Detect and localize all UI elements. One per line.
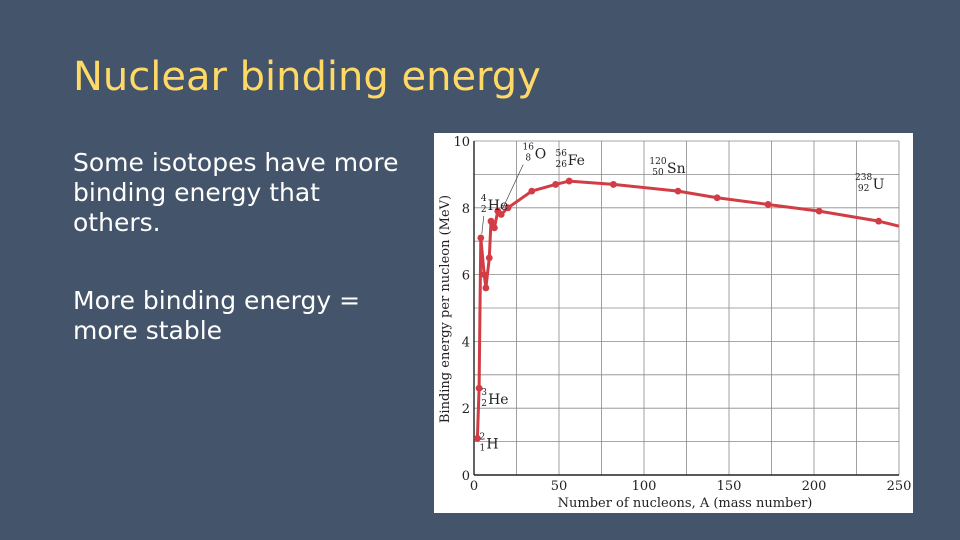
y-tick-label: 10: [453, 135, 470, 150]
isotope-label-he-4: 42 He: [481, 194, 508, 215]
isotope-label-he-3: 32 He: [481, 388, 508, 409]
element-symbol: He: [488, 198, 509, 214]
atomic-number: 2: [481, 399, 487, 409]
x-tick-label: 100: [632, 479, 657, 494]
mass-number: 16: [522, 142, 534, 152]
data-point: [480, 271, 488, 278]
isotope-label-h-2: 21 H: [480, 432, 499, 453]
data-point: [497, 211, 505, 218]
data-point: [875, 217, 882, 225]
data-point: [474, 434, 481, 442]
data-point: [528, 187, 536, 195]
data-point: [610, 181, 617, 188]
data-point: [713, 194, 721, 202]
data-point: [475, 384, 483, 392]
element-symbol: U: [873, 177, 885, 193]
y-tick-label: 6: [462, 269, 470, 284]
x-tick-label: 250: [887, 479, 912, 494]
data-point: [815, 207, 823, 215]
element-symbol: H: [486, 436, 498, 452]
atomic-number: 92: [858, 184, 869, 194]
y-axis-label: Binding energy per nucleon (MeV): [438, 195, 453, 423]
slide-title: Nuclear binding energy: [73, 54, 541, 100]
data-point: [552, 181, 559, 188]
data-point: [482, 284, 490, 292]
mass-number: 56: [555, 149, 567, 159]
x-tick-label: 0: [470, 479, 478, 494]
y-tick-label: 0: [462, 469, 470, 484]
mass-number: 2: [480, 432, 486, 442]
data-point: [477, 234, 485, 242]
x-tick-label: 50: [551, 479, 568, 494]
data-point: [485, 254, 493, 262]
y-tick-label: 2: [462, 402, 470, 417]
y-tick-label: 8: [462, 202, 470, 217]
chart-panel: 0 50 100 150 200 250 0 2 4 6 8 10 2 1 H 3 2 He 4 2 He 16 8 O 56…: [434, 133, 913, 513]
atomic-number: 1: [480, 443, 486, 453]
bullet-stability: More binding energy = more stable: [73, 286, 361, 345]
mass-number: 120: [649, 157, 666, 167]
bullet-list: Some isotopes have more binding energy t…: [73, 148, 403, 394]
data-point: [565, 177, 573, 185]
chart-axes: [473, 141, 899, 476]
atomic-number: 2: [481, 205, 487, 215]
mass-number: 3: [481, 388, 487, 398]
leader-line: [481, 215, 485, 234]
x-tick-label: 200: [802, 479, 827, 494]
chart-series: [474, 177, 900, 442]
atomic-number: 50: [652, 168, 664, 178]
mass-number: 238: [855, 173, 872, 183]
leader-line: [501, 164, 524, 210]
element-symbol: He: [488, 392, 509, 408]
element-symbol: Sn: [667, 161, 686, 177]
data-point: [491, 224, 498, 232]
data-point: [487, 217, 495, 225]
data-point: [764, 201, 772, 208]
data-point: [504, 204, 512, 212]
element-symbol: Fe: [568, 153, 585, 169]
mass-number: 4: [481, 194, 487, 204]
chart-grid: [473, 140, 900, 476]
x-axis-label: Number of nucleons, A (mass number): [558, 496, 813, 511]
y-tick-label: 4: [462, 335, 470, 350]
x-tick-label: 150: [717, 479, 742, 494]
bullet-isotopes: Some isotopes have more binding energy t…: [73, 148, 399, 237]
atomic-number: 8: [525, 153, 531, 163]
element-symbol: O: [535, 146, 546, 162]
atomic-number: 26: [555, 160, 567, 170]
data-point: [674, 187, 682, 195]
isotope-label-o-16: 168 O: [522, 142, 546, 163]
